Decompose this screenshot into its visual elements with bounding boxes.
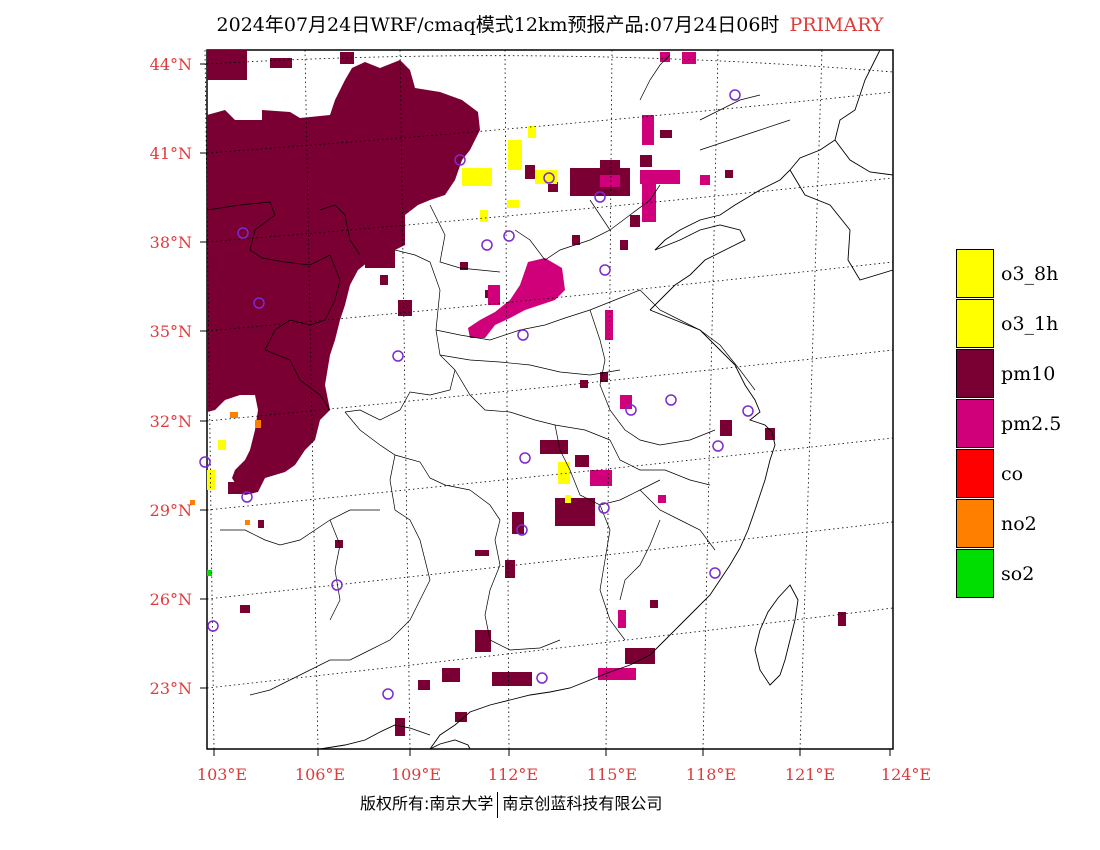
- o3-field: [207, 126, 571, 503]
- graticule: [204, 49, 894, 750]
- lon-label: 124°E: [881, 765, 931, 784]
- lat-label: 35°N: [150, 322, 192, 341]
- legend-label: o3_8h: [1001, 263, 1059, 285]
- title-text: 2024年07月24日WRF/cmaq模式12km预报产品:07月24日06时: [216, 14, 780, 36]
- legend-swatch: [956, 349, 994, 398]
- credit-right: 南京创蓝科技有限公司: [502, 794, 663, 813]
- copyright-credit: 版权所有:南京大学 南京创蓝科技有限公司: [360, 790, 662, 818]
- taiwan-outline: [754, 584, 799, 686]
- legend-swatch: [956, 299, 994, 348]
- lon-label: 118°E: [686, 765, 736, 784]
- legend-label: pm10: [1001, 363, 1056, 385]
- lon-label: 103°E: [197, 765, 247, 784]
- pm25-field: [468, 52, 710, 680]
- credit-divider: [497, 791, 499, 818]
- legend-swatch: [956, 499, 994, 548]
- lat-label: 32°N: [150, 412, 192, 431]
- lon-label: 106°E: [295, 765, 345, 784]
- lat-labels: 44°N 41°N 38°N 35°N 32°N 29°N 26°N 23°N: [150, 55, 192, 698]
- legend-label: so2: [1001, 563, 1035, 585]
- so2-field: [207, 570, 212, 576]
- lat-label: 26°N: [150, 590, 192, 609]
- station-markers: [199, 89, 754, 700]
- lon-label: 121°E: [785, 765, 835, 784]
- credit-left: 版权所有:南京大学: [360, 794, 494, 813]
- lon-ticks: [213, 749, 891, 756]
- legend-swatch: [956, 549, 994, 598]
- map-title: 2024年07月24日WRF/cmaq模式12km预报产品:07月24日06时 P…: [0, 10, 1100, 37]
- lat-ticks: [200, 63, 207, 689]
- no2-field: [190, 412, 261, 525]
- lon-label: 112°E: [488, 765, 538, 784]
- coastline: [319, 49, 894, 750]
- legend-swatch: [956, 449, 994, 498]
- lon-label: 115°E: [587, 765, 637, 784]
- legend-label: no2: [1001, 513, 1037, 535]
- lat-label: 44°N: [150, 55, 192, 74]
- lat-label: 29°N: [150, 501, 192, 520]
- legend-swatch: [956, 249, 994, 298]
- lat-label: 41°N: [150, 144, 192, 163]
- legend-label: o3_1h: [1001, 313, 1059, 335]
- lon-labels: 103°E 106°E 109°E 112°E 115°E 118°E 121°…: [197, 765, 931, 784]
- title-product: PRIMARY: [789, 14, 884, 36]
- lat-label: 23°N: [150, 679, 192, 698]
- province-boundaries: [206, 54, 791, 696]
- lon-label: 109°E: [391, 765, 441, 784]
- hainan-outline: [429, 739, 471, 750]
- legend-swatch: [956, 399, 994, 448]
- legend-label: co: [1001, 463, 1024, 485]
- legend-label: pm2.5: [1001, 413, 1062, 435]
- lat-label: 38°N: [150, 233, 192, 252]
